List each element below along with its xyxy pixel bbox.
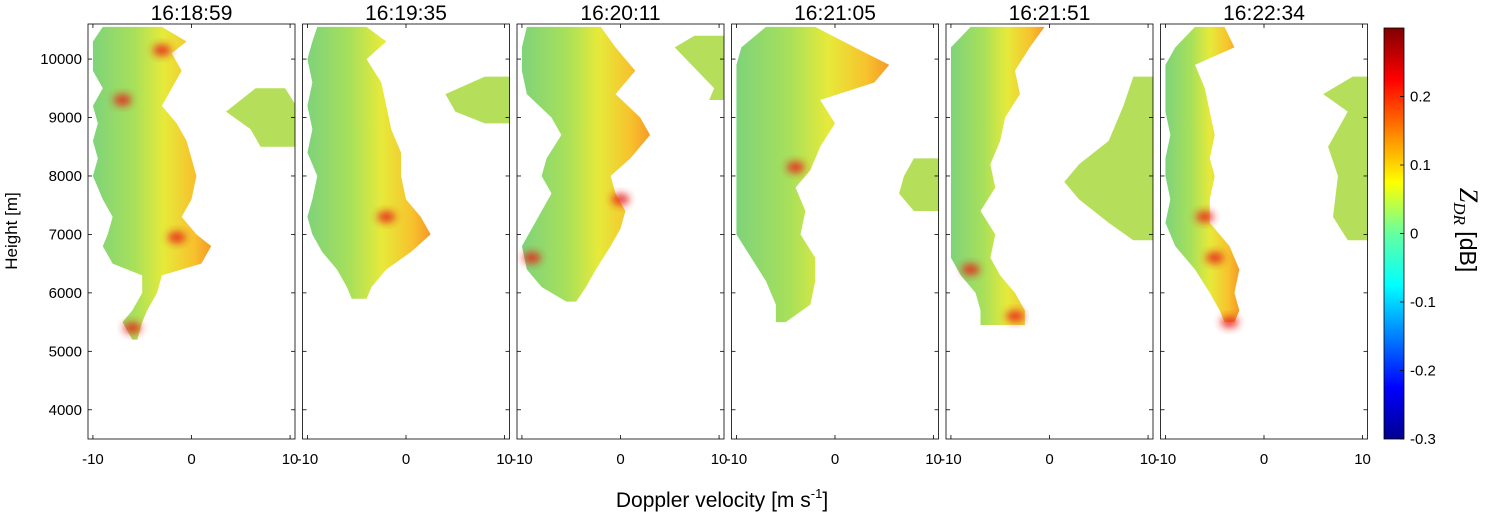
panel-title: 16:21:05 <box>794 2 876 25</box>
panel-plot-area <box>93 27 300 340</box>
panel-1: 16:18:59-10 0 1040005000600070008000900010… <box>40 2 300 468</box>
panel-3: 16:20:11-10 0 10 <box>511 2 729 468</box>
x-tick-label: 0 <box>1260 451 1268 468</box>
zdr-hotspot <box>1206 252 1224 264</box>
x-tick-label: 0 <box>187 451 195 468</box>
y-tick-label: 5000 <box>49 343 82 360</box>
x-tick-label: 0 <box>616 451 624 468</box>
colorbar-label-unit: [dB] <box>1455 225 1481 272</box>
panel-plot-area <box>1165 27 1372 328</box>
zdr-region-main <box>307 27 430 299</box>
colorbar-tick-label: -0.3 <box>1410 431 1436 448</box>
colorbar-tick-label: -0.2 <box>1410 363 1436 380</box>
panel-plot-area <box>951 27 1158 325</box>
panel-title: 16:21:51 <box>1009 2 1091 25</box>
panel-5: 16:21:51-10 0 10 <box>940 2 1158 468</box>
zdr-hotspot <box>377 211 395 223</box>
x-tick-label: 0 <box>831 451 839 468</box>
zdr-hotspot <box>123 322 141 334</box>
zdr-region-main <box>522 27 650 302</box>
colorbar-ticks: 0.2 0.1 0 -0.1 -0.2 -0.3 <box>1400 89 1436 449</box>
panel-2: 16:19:35-10 0 10 <box>297 2 515 468</box>
y-tick-label: 6000 <box>49 285 82 302</box>
panel-4: 16:21:05-10 0 10 <box>726 2 944 468</box>
zdr-hotspot <box>523 252 541 264</box>
colorbar-tick-label: 0 <box>1410 226 1418 243</box>
colorbar: 0.2 0.1 0 -0.1 -0.2 -0.3 ZDR [dB] <box>1384 28 1483 448</box>
panel-plot-area <box>522 27 729 302</box>
y-tick-label: 9000 <box>49 110 82 127</box>
zdr-hotspot <box>1221 316 1239 328</box>
y-tick-label: 4000 <box>49 402 82 419</box>
zdr-region-side <box>445 77 514 124</box>
zdr-region-side <box>1323 77 1372 241</box>
x-tick-label: -10 <box>726 451 748 468</box>
zdr-region-main <box>951 27 1045 325</box>
colorbar-tick-label: 0.1 <box>1410 157 1431 174</box>
zdr-hotspot <box>153 44 171 56</box>
colorbar-tick-label: -0.1 <box>1410 294 1436 311</box>
y-tick-label: 7000 <box>49 226 82 243</box>
zdr-region-side <box>1064 77 1158 241</box>
x-axis-label: Doppler velocity [m s-1] <box>616 486 828 512</box>
panel-title: 16:19:35 <box>365 2 447 25</box>
zdr-hotspot <box>1196 211 1214 223</box>
x-tick-label: -10 <box>1155 451 1177 468</box>
zdr-region-side <box>226 88 300 146</box>
zdr-region-side <box>899 158 943 211</box>
x-tick-label: -10 <box>511 451 533 468</box>
y-axis-label: Height [m] <box>2 192 21 269</box>
x-tick-label: 0 <box>1045 451 1053 468</box>
colorbar-label-symbol: Z <box>1454 188 1483 203</box>
panel-6: 16:22:34 -10 0 10 <box>1155 2 1373 468</box>
panel-title: 16:20:11 <box>580 2 660 25</box>
zdr-region-main <box>93 27 211 340</box>
y-tick-label: 8000 <box>49 168 82 185</box>
zdr-hotspot <box>114 94 132 106</box>
panels: 16:18:59 -10 0 10 4000 5000 6000 7000 8000 9000 10… <box>40 2 1372 468</box>
zdr-region-main <box>1165 27 1239 322</box>
x-tick-label: -10 <box>82 451 104 468</box>
x-axis-label-superscript: -1 <box>811 486 823 501</box>
zdr-hotspot <box>787 161 805 173</box>
x-axis-label-close: ] <box>822 489 828 512</box>
zdr-region-main <box>736 27 889 322</box>
zdr-hotspot <box>168 231 186 243</box>
x-tick-label: -10 <box>940 451 962 468</box>
x-tick-label: 0 <box>402 451 410 468</box>
colorbar-label-subscript: DR <box>1450 201 1469 225</box>
x-tick-label: 10 <box>1354 451 1371 468</box>
panel-plot-area <box>307 27 514 299</box>
panel-title: 16:22:34 <box>1223 2 1305 25</box>
zdr-region-side <box>675 36 729 100</box>
x-axis-label-text: Doppler velocity [m s <box>616 489 811 512</box>
zdr-hotspot <box>612 193 630 205</box>
y-tick-label: 10000 <box>40 51 82 68</box>
colorbar-label: ZDR [dB] <box>1450 188 1483 272</box>
x-tick-label: -10 <box>297 451 319 468</box>
colorbar-tick-label: 0.2 <box>1410 89 1431 106</box>
zdr-hotspot <box>962 263 980 275</box>
panel-plot-area <box>736 27 943 322</box>
panel-title: 16:18:59 <box>151 2 233 25</box>
zdr-hotspot <box>1006 310 1024 322</box>
